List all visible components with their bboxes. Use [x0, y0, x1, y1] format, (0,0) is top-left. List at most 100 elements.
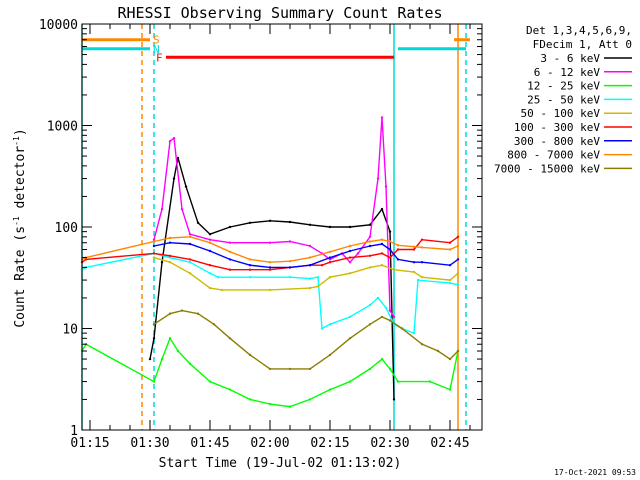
series-2-point-20 — [384, 185, 388, 188]
series-9-point-2 — [168, 312, 172, 315]
series-3-point-19 — [396, 380, 400, 383]
series-3-point-3 — [152, 380, 156, 383]
legend-label-6: 100 - 300 keV — [514, 121, 600, 134]
legend-header-line-1: Det 1,3,4,5,6,9, — [526, 24, 632, 37]
series-9-point-17 — [420, 343, 424, 346]
series-3-point-17 — [380, 357, 384, 361]
plot-area: SNF — [80, 24, 470, 430]
series-9-point-1 — [152, 323, 156, 326]
x-tick-label-7: 02:45 — [430, 436, 469, 451]
series-2-point-2 — [160, 207, 164, 211]
series-4-point-9 — [288, 276, 292, 279]
series-3-point-11 — [268, 402, 272, 406]
series-8-point-5 — [188, 235, 192, 238]
series-2-point-11 — [308, 244, 312, 248]
legend-label-2: 6 - 12 keV — [534, 66, 601, 79]
series-1-point-18 — [388, 230, 392, 233]
series-4-point-4 — [168, 256, 172, 259]
series-2-point-13 — [328, 258, 332, 261]
series-7-point-8 — [288, 266, 292, 269]
series-1-point-19 — [392, 398, 396, 401]
series-4-point-8 — [248, 276, 252, 279]
series-6-point-19 — [412, 248, 416, 251]
series-4-point-12 — [320, 327, 324, 330]
series-5-point-13 — [392, 268, 396, 271]
series-9-point-8 — [268, 367, 272, 371]
series-8-point-13 — [348, 244, 352, 248]
series-4-point-11 — [316, 276, 320, 279]
series-7-point-10 — [328, 256, 332, 259]
series-7-point-18 — [448, 264, 452, 267]
series-5-point-12 — [380, 264, 384, 267]
series-9-point-13 — [368, 323, 372, 326]
series-9-point-10 — [308, 367, 312, 371]
series-6-point-5 — [188, 258, 192, 261]
series-1-point-6 — [184, 185, 188, 188]
series-3-point-5 — [168, 337, 172, 340]
series-8-point-15 — [380, 238, 384, 241]
series-3-point-10 — [248, 398, 252, 401]
series-6-point-12 — [320, 264, 324, 267]
series-5-point-5 — [220, 288, 224, 292]
series-5-point-9 — [328, 276, 332, 279]
series-2-point-5 — [180, 207, 184, 211]
series-1-point-9 — [228, 225, 232, 229]
series-1-point-13 — [308, 223, 312, 226]
series-6-point-8 — [248, 268, 252, 271]
series-8-point-7 — [228, 250, 232, 253]
series-8-point-14 — [368, 240, 372, 243]
series-5-point-8 — [316, 285, 320, 288]
series-4-point-23 — [456, 283, 460, 286]
series-2-point-3 — [168, 140, 172, 143]
series-8-point-10 — [288, 260, 292, 263]
y-axis-label: Count Rate (s-1 detector-1) — [12, 128, 28, 327]
series-9-point-4 — [196, 312, 200, 315]
legend-label-9: 7000 - 15000 keV — [494, 162, 600, 175]
series-1-point-7 — [196, 221, 200, 224]
series-1-point-1 — [148, 357, 152, 361]
series-9-point-18 — [436, 349, 440, 353]
series-2-point-8 — [228, 241, 232, 244]
series-2-point-10 — [288, 240, 292, 243]
series-3-point-9 — [228, 388, 232, 391]
series-3-point-20 — [428, 380, 432, 383]
series-9-point-5 — [212, 323, 216, 326]
x-tick-label-2: 01:30 — [130, 436, 169, 451]
series-3-point-14 — [328, 388, 332, 391]
x-axis-label: Start Time (19-Jul-02 01:13:02) — [159, 456, 402, 471]
series-8-point-4 — [168, 236, 172, 240]
legend-label-4: 25 - 50 keV — [527, 93, 600, 106]
series-8-point-21 — [456, 244, 460, 248]
series-2-point-16 — [356, 252, 360, 255]
legend-label-5: 50 - 100 keV — [521, 107, 601, 120]
series-1-point-4 — [172, 177, 176, 180]
series-5-point-1 — [152, 256, 156, 259]
series-3-point-13 — [308, 398, 312, 401]
y-tick-label-3: 100 — [55, 221, 78, 236]
series-2-point-6 — [188, 233, 192, 236]
series-1-point-16 — [368, 223, 372, 226]
series-6-point-4 — [168, 254, 172, 257]
series-8-point-11 — [308, 256, 312, 259]
series-1-point-8 — [208, 233, 212, 236]
legend: Det 1,3,4,5,6,9, FDecim 1, Att 0 3 - 6 k… — [494, 24, 632, 175]
series-7-point-14 — [388, 248, 392, 251]
series-8-point-6 — [208, 241, 212, 244]
series-8-point-9 — [268, 261, 272, 264]
series-line-3 — [81, 336, 459, 408]
x-tick-label-5: 02:15 — [310, 436, 349, 451]
series-6-point-3 — [152, 252, 156, 255]
series-1-point-3 — [160, 261, 164, 264]
y-tick-label-2: 10 — [62, 323, 78, 338]
series-2-point-21 — [388, 309, 392, 312]
legend-label-7: 300 - 800 keV — [514, 135, 600, 148]
y-tick-label-5: 10000 — [39, 18, 78, 33]
series-1-point-5 — [176, 156, 180, 160]
series-9-point-20 — [456, 349, 460, 353]
series-3-point-18 — [388, 367, 392, 371]
series-7-point-1 — [152, 244, 156, 248]
flag-label-f: F — [156, 51, 163, 64]
series-3-point-4 — [160, 357, 164, 361]
date-stamp: 17-Oct-2021 09:53 — [554, 468, 636, 477]
series-4-point-16 — [376, 296, 380, 300]
